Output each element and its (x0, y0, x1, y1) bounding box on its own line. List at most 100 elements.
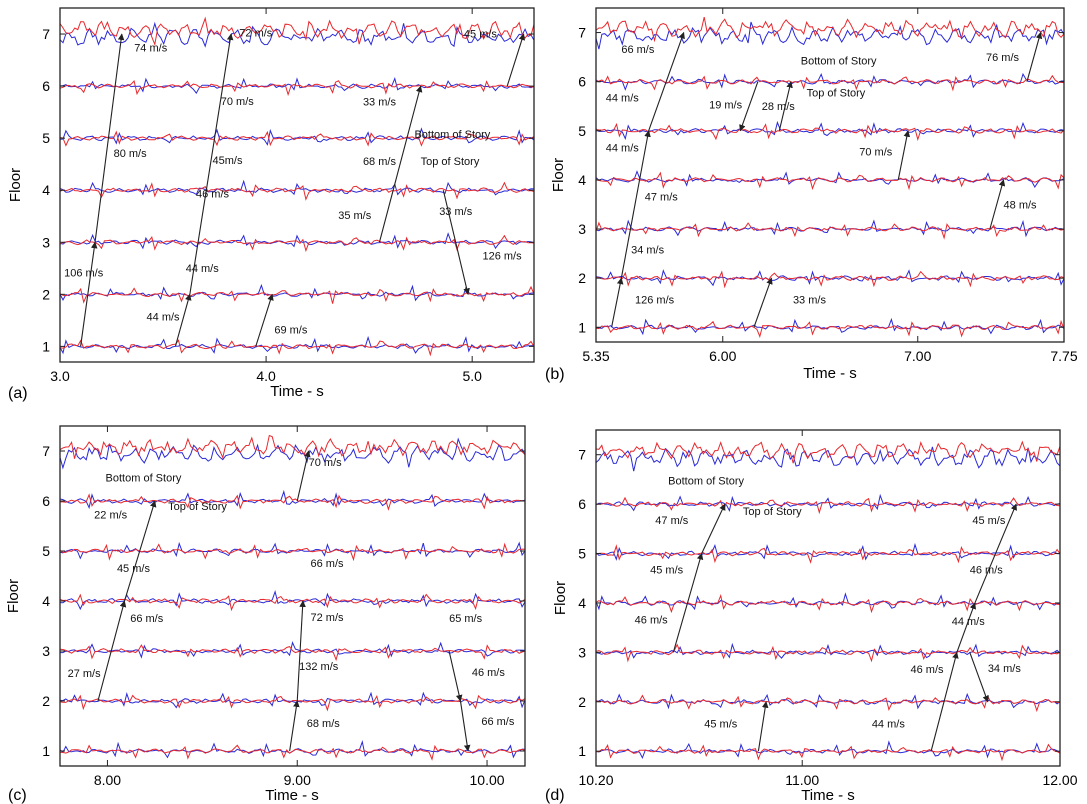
y-tick-label: 6 (42, 78, 50, 94)
y-tick-label: 7 (42, 26, 50, 42)
y-tick-label: 1 (578, 319, 586, 335)
annotation-label: 48 m/s (1004, 199, 1038, 211)
y-tick-label: 7 (42, 443, 50, 459)
propagation-arrow (459, 700, 471, 752)
top-of-story-trace-floor-3 (595, 642, 1061, 659)
y-tick-label: 1 (42, 338, 50, 354)
propagation-arrow (956, 602, 976, 653)
y-axis-label: Floor (552, 581, 569, 615)
propagation-arrow (442, 190, 470, 295)
annotation-label: 45 m/s (704, 718, 738, 730)
propagation-arrow (930, 651, 959, 752)
bottom-of-story-trace-floor-2 (595, 694, 1061, 713)
annotation-label: 46 m/s (970, 564, 1004, 576)
annotation-label: 72 m/s (239, 28, 273, 40)
y-tick-label: 4 (578, 595, 586, 611)
x-tick-label: 3.0 (50, 368, 70, 384)
propagation-arrow (80, 241, 98, 347)
top-of-story-trace-floor-1 (59, 739, 526, 759)
chart-panel-2: 1 2 3 4 5 6 7 8.00 9.00 10.00 Bottom of Story Top o… (5, 425, 526, 804)
annotation-label: 44 m/s (952, 616, 986, 628)
annotation-label: 45 m/s (117, 563, 151, 575)
x-axis-label: Time - s (801, 787, 855, 804)
y-tick-label: 4 (42, 182, 50, 198)
propagation-arrow (672, 552, 704, 653)
top-of-story-trace-floor-6 (59, 489, 526, 510)
propagation-arrow (897, 130, 911, 181)
propagation-arrow (97, 600, 127, 702)
annotation-label: 65 m/s (449, 613, 483, 625)
y-tick-label: 3 (42, 643, 50, 659)
propagation-arrow (620, 130, 651, 279)
top-of-story-trace-floor-4 (595, 170, 1065, 188)
annotation-label: 45 m/s (464, 29, 498, 41)
y-tick-label: 5 (578, 123, 586, 139)
bottom-of-story-trace-floor-3 (59, 234, 535, 253)
x-tick-label: 4.0 (256, 368, 276, 384)
propagation-arrow (1026, 31, 1043, 82)
top-of-story-trace-floor-7 (595, 21, 1065, 50)
bottom-of-story-trace-floor-5 (59, 130, 535, 147)
bottom-of-story-trace-floor-7 (595, 16, 1065, 43)
annotation-label: Top of Story (743, 506, 802, 518)
bottom-of-story-trace-floor-4 (595, 171, 1065, 191)
annotation-label: 70 m/s (221, 96, 255, 108)
y-tick-label: 2 (42, 286, 50, 302)
propagation-arrow (611, 277, 624, 328)
propagation-arrow (296, 450, 311, 502)
panel-label: (d) (545, 787, 565, 804)
annotation-label: 35 m/s (338, 210, 372, 222)
x-tick-label: 9.00 (284, 772, 311, 788)
y-tick-label: 6 (578, 496, 586, 512)
y-tick-label: 6 (578, 74, 586, 90)
panel-label: (c) (8, 787, 27, 804)
top-of-story-trace-floor-4 (595, 592, 1061, 611)
bottom-of-story-trace-floor-6 (595, 496, 1061, 515)
y-tick-label: 3 (578, 221, 586, 237)
propagation-arrow (174, 293, 192, 347)
chart-panel-0: 1 2 3 4 5 6 7 3.0 4.0 5.0 74 m/s 80 m/s 106 m/s 72 m/… (7, 7, 535, 402)
annotation-label: 45 m/s (972, 515, 1006, 527)
top-of-story-trace-floor-6 (59, 77, 535, 95)
bottom-of-story-trace-floor-6 (60, 493, 526, 511)
propagation-arrow (753, 277, 773, 328)
annotation-label: 74 m/s (134, 43, 168, 55)
propagation-arrow (969, 652, 989, 703)
y-axis-label: Floor (550, 158, 567, 192)
annotation-label: 68 m/s (363, 156, 397, 168)
annotation-label: 66 m/s (130, 613, 164, 625)
annotation-label: 106 m/s (64, 268, 104, 280)
annotation-label: 33 m/s (363, 96, 397, 108)
propagation-arrow (648, 31, 685, 131)
bottom-of-story-trace-floor-2 (59, 285, 535, 304)
top-of-story-trace-floor-5 (595, 542, 1061, 561)
propagation-arrow (757, 701, 769, 752)
y-tick-label: 5 (578, 546, 586, 562)
x-tick-label: 5.35 (582, 348, 609, 364)
annotation-label: 132 m/s (299, 661, 339, 673)
plot-frame (59, 7, 535, 363)
annotation-label: 76 m/s (986, 52, 1020, 64)
x-tick-label: 7.75 (1050, 348, 1077, 364)
annotation-label: Top of Story (807, 87, 866, 99)
bottom-of-story-trace-floor-2 (595, 270, 1065, 289)
annotation-label: 33 m/s (793, 295, 827, 307)
annotation-label: 46 m/s (910, 664, 944, 676)
y-axis-label: Floor (5, 579, 22, 613)
bottom-of-story-trace-floor-4 (59, 593, 526, 612)
y-tick-label: 1 (42, 743, 50, 759)
annotation-label: Top of Story (168, 501, 227, 513)
x-tick-label: 11.00 (785, 772, 819, 788)
annotation-label: Bottom of Story (668, 475, 744, 487)
annotation-label: 66 m/s (481, 716, 515, 728)
x-tick-label: 7.00 (904, 348, 931, 364)
top-of-story-trace-floor-2 (59, 691, 526, 709)
annotation-label: Bottom of Story (414, 129, 490, 141)
bottom-of-story-trace-floor-7 (595, 440, 1061, 464)
annotation-label: 19 m/s (709, 100, 743, 112)
top-of-story-trace-floor-3 (595, 219, 1065, 238)
top-of-story-trace-floor-7 (595, 446, 1061, 472)
annotation-label: 69 m/s (274, 324, 308, 336)
bottom-of-story-trace-floor-1 (595, 743, 1061, 762)
